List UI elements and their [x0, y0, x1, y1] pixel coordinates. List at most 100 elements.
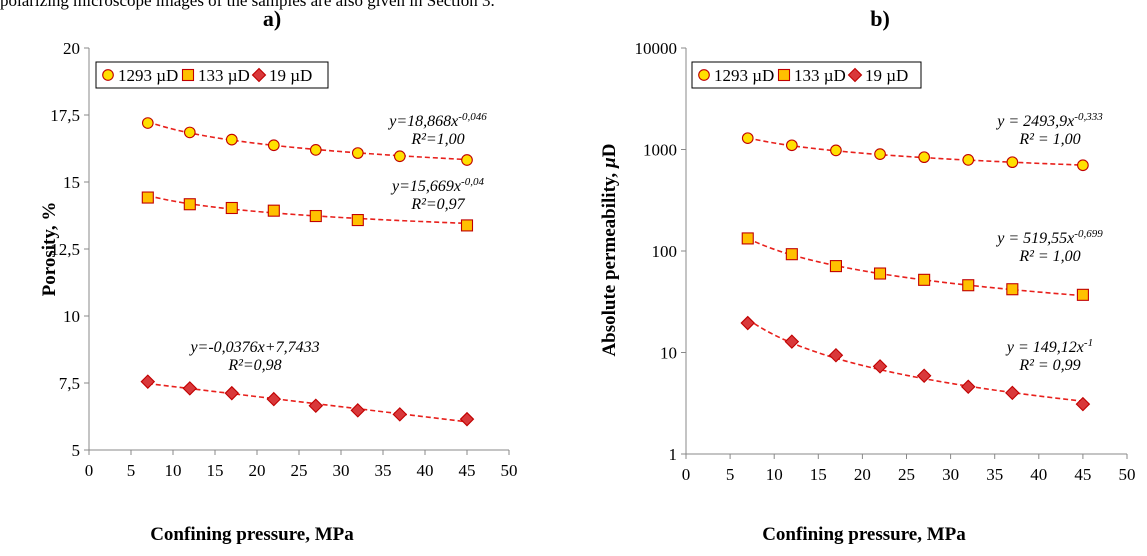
data-point	[1005, 385, 1020, 401]
r-squared-label: R²=0,98	[227, 357, 281, 374]
permeability-chart: b) 1 10 100 1000 10000 0 5 10 15 20 25 30 35 40 45 50 Con…	[599, 6, 1136, 545]
x-tick-label: 40	[417, 461, 434, 480]
data-point	[1076, 288, 1089, 301]
x-tick-label: 35	[986, 465, 1003, 484]
y-tick-label: 10	[63, 307, 80, 326]
data-point	[461, 154, 473, 166]
figure-caption-fragment: polarizing microscope images of the samp…	[0, 0, 495, 10]
data-point	[962, 154, 975, 166]
x-tick-label: 45	[459, 461, 476, 480]
data-point	[785, 248, 798, 261]
x-tick-label: 10	[766, 465, 783, 484]
data-point	[266, 391, 282, 407]
y-tick-label: 12,5	[50, 240, 80, 259]
x-tick-label: 35	[375, 461, 392, 480]
legend-marker	[251, 67, 267, 83]
legend-marker	[181, 68, 195, 82]
data-point	[872, 359, 888, 374]
data-point	[392, 407, 408, 422]
x-tick-label: 5	[127, 461, 136, 480]
panel-label: b)	[870, 6, 890, 31]
r-squared-label: R²=1,00	[410, 131, 464, 148]
data-point	[1006, 283, 1019, 296]
data-point	[350, 403, 366, 418]
x-tick-label: 20	[249, 461, 266, 480]
fit-equation: y = 149,12x-1	[1005, 337, 1093, 356]
trend-line	[747, 237, 1083, 297]
x-tick-label: 45	[1074, 465, 1091, 484]
data-point	[960, 379, 976, 395]
x-tick-label: 30	[333, 461, 350, 480]
data-point	[828, 347, 844, 363]
x-tick-label: 20	[854, 465, 871, 484]
r-squared-label: R² = 0,99	[1018, 357, 1080, 374]
data-point	[182, 381, 198, 396]
r-squared-label: R² = 1,00	[1018, 248, 1080, 265]
data-point	[1006, 156, 1019, 169]
x-tick-label: 15	[207, 461, 224, 480]
data-point	[918, 273, 931, 286]
x-tick-label: 30	[942, 465, 959, 484]
y-tick-label: 10	[660, 344, 677, 363]
data-point	[741, 232, 754, 245]
trend-line	[147, 382, 468, 423]
legend-marker	[102, 69, 114, 81]
data-point	[873, 267, 887, 280]
y-tick-label: 5	[72, 441, 81, 460]
x-tick-label: 10	[165, 461, 182, 480]
data-point	[874, 148, 886, 160]
trend-line	[747, 137, 1083, 166]
data-point	[740, 315, 756, 331]
x-tick-label: 50	[501, 461, 518, 480]
legend-marker	[698, 69, 710, 81]
legend: 1293 µD 133 µD 19 µD	[95, 61, 329, 89]
legend-label: 1293 µD	[118, 66, 178, 85]
data-point	[309, 143, 322, 156]
x-tick-label: 0	[682, 465, 691, 484]
data-point	[459, 411, 475, 427]
data-point	[141, 191, 154, 204]
legend-label: 133 µD	[198, 66, 250, 85]
y-tick-label: 17,5	[50, 106, 80, 125]
y-tick-label: 20	[63, 39, 80, 58]
x-axis-title: Confining pressure, MPa	[150, 524, 354, 545]
data-point	[225, 133, 238, 146]
y-tick-label: 1	[669, 445, 678, 464]
fit-equation: y=-0,0376x+7,7433	[188, 339, 319, 356]
x-tick-label: 5	[726, 465, 735, 484]
data-point	[183, 198, 196, 211]
data-point	[830, 144, 842, 157]
series-2: y = 149,12x-1R² = 0,99	[740, 315, 1093, 412]
panel-label: a)	[263, 6, 281, 31]
y-axis-title: Porosity, %	[39, 202, 60, 297]
r-squared-label: R²=0,97	[410, 196, 465, 213]
data-point	[225, 201, 238, 215]
legend-label: 1293 µD	[714, 66, 774, 85]
data-point	[351, 147, 364, 159]
data-point	[460, 219, 474, 232]
x-axis-title: Confining pressure, MPa	[762, 524, 966, 545]
fit-equation: y = 519,55x-0,699	[995, 228, 1103, 247]
trend-line	[147, 120, 468, 161]
data-point	[267, 204, 280, 217]
data-point	[309, 209, 322, 223]
data-point	[741, 132, 754, 145]
data-point	[916, 368, 932, 384]
trend-line	[747, 318, 1083, 402]
legend-marker	[777, 68, 791, 82]
data-point	[141, 117, 154, 129]
fit-equation: y = 2493,9x-0,333	[995, 111, 1103, 130]
data-point	[829, 260, 842, 273]
legend-label: 19 µD	[269, 66, 312, 85]
y-tick-label: 10000	[635, 39, 678, 58]
legend-label: 19 µD	[865, 66, 908, 85]
data-point	[918, 151, 930, 164]
data-point	[308, 398, 324, 414]
x-tick-label: 50	[1119, 465, 1136, 484]
y-axis-title: Absolute permeability, µD	[599, 143, 620, 356]
y-tick-label: 100	[652, 242, 678, 261]
data-point	[785, 139, 798, 152]
